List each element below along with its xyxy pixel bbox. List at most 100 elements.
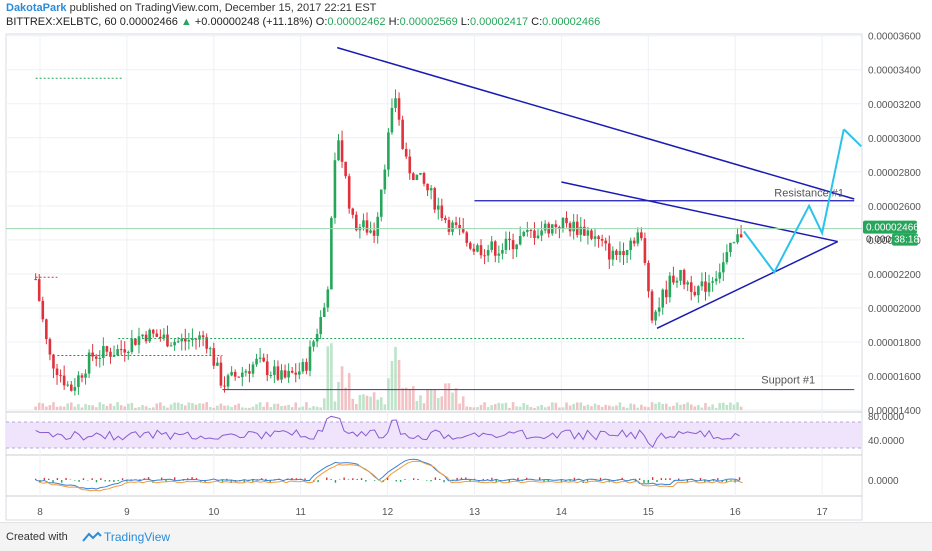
open-value: 0.00002462 bbox=[327, 16, 386, 28]
candle-body bbox=[105, 346, 109, 352]
candle-body bbox=[408, 156, 412, 174]
candle-body bbox=[251, 364, 255, 374]
volume-bar bbox=[622, 406, 625, 410]
volume-bar bbox=[387, 378, 390, 410]
candle-body bbox=[476, 245, 479, 252]
volume-bar bbox=[458, 403, 461, 410]
y-tick-label: 0.00002200 bbox=[868, 270, 921, 281]
volume-bar bbox=[397, 359, 401, 410]
candle-body bbox=[134, 338, 137, 345]
candle-body bbox=[194, 338, 198, 340]
candle-body bbox=[48, 339, 52, 355]
candle-body bbox=[173, 341, 176, 346]
candle-body bbox=[490, 241, 494, 251]
volume-bar bbox=[62, 406, 66, 410]
volume-bar bbox=[476, 407, 479, 410]
candle-body bbox=[55, 368, 59, 376]
volume-bar bbox=[34, 406, 37, 410]
candle-body bbox=[351, 208, 355, 215]
symbol-label: BITTREX:XELBTC, 60 bbox=[6, 16, 117, 28]
tradingview-brand-link[interactable]: TradingView bbox=[104, 530, 171, 544]
volume-bar bbox=[48, 405, 52, 410]
candle-body bbox=[501, 249, 504, 254]
candle-body bbox=[319, 316, 322, 335]
author-link[interactable]: DakotaPark bbox=[6, 2, 67, 14]
volume-bar bbox=[269, 407, 273, 410]
candle-body bbox=[593, 236, 597, 239]
volume-bar bbox=[148, 407, 151, 410]
volume-bar bbox=[600, 406, 604, 410]
candle-body bbox=[216, 362, 219, 366]
candle-body bbox=[322, 307, 326, 317]
volume-bar bbox=[37, 402, 41, 410]
volume-bar bbox=[251, 406, 255, 410]
volume-bar bbox=[80, 407, 84, 410]
volume-bar bbox=[226, 405, 230, 410]
candle-body bbox=[84, 373, 87, 378]
y-tick-label: 0.00003200 bbox=[868, 100, 921, 111]
candle-body bbox=[283, 370, 287, 378]
candle-body bbox=[672, 275, 675, 283]
candle-body bbox=[543, 223, 547, 231]
volume-bar bbox=[490, 405, 494, 410]
candle-body bbox=[522, 231, 526, 236]
candle-body bbox=[597, 236, 600, 239]
volume-bar bbox=[130, 403, 134, 410]
candle-body bbox=[729, 242, 732, 253]
candle-body bbox=[497, 253, 501, 256]
volume-bar bbox=[536, 406, 540, 410]
candle-body bbox=[148, 329, 151, 342]
candle-body bbox=[166, 334, 169, 347]
volume-bar bbox=[714, 407, 718, 410]
candle-body bbox=[654, 311, 657, 321]
time-axis[interactable]: 8 9 10 11 12 13 14 15 16 17 bbox=[37, 507, 828, 518]
volume-bar bbox=[137, 407, 141, 410]
volume-bar bbox=[515, 406, 518, 410]
candle-body bbox=[465, 232, 469, 243]
volume-bar bbox=[344, 387, 347, 410]
high-label: H: bbox=[388, 16, 400, 28]
candle-body bbox=[394, 98, 397, 108]
volume-bar bbox=[276, 403, 280, 410]
candle-body bbox=[198, 335, 201, 340]
candle-body bbox=[265, 361, 269, 376]
candle-body bbox=[66, 384, 70, 386]
volume-bar bbox=[84, 404, 87, 410]
candle-body bbox=[390, 107, 394, 133]
volume-bar bbox=[233, 404, 237, 410]
candle-body bbox=[137, 336, 141, 345]
volume-bar bbox=[661, 403, 665, 410]
candle-body bbox=[262, 357, 265, 362]
candle-body bbox=[451, 222, 454, 232]
candle-body bbox=[682, 269, 686, 285]
published-text: published on TradingView.com, December 1… bbox=[69, 2, 377, 14]
candle-body bbox=[607, 243, 611, 260]
candle-body bbox=[419, 172, 422, 175]
candle-body bbox=[515, 244, 518, 250]
candle-body bbox=[362, 220, 365, 228]
volume-bar bbox=[333, 401, 337, 410]
volume-bar bbox=[725, 404, 729, 410]
volume-bar bbox=[486, 407, 490, 410]
volume-bar bbox=[558, 407, 561, 410]
candle-body bbox=[736, 234, 739, 243]
candle-body bbox=[102, 346, 105, 358]
volume-bar bbox=[340, 366, 344, 410]
volume-bar bbox=[169, 404, 173, 410]
candle-body bbox=[37, 279, 41, 301]
candle-body bbox=[568, 223, 572, 232]
candle-body bbox=[191, 338, 194, 341]
volume-bar bbox=[593, 403, 597, 410]
candle-body bbox=[333, 160, 337, 218]
candle-body bbox=[372, 230, 376, 236]
last-price: 0.00002466 bbox=[119, 16, 178, 28]
volume-bar bbox=[504, 402, 508, 410]
candle-body bbox=[664, 289, 668, 298]
volume-bar bbox=[618, 402, 622, 410]
volume-bar bbox=[198, 403, 201, 410]
candle-body bbox=[647, 262, 650, 292]
volume-bar bbox=[69, 402, 73, 410]
price-axis[interactable]: 0.00003600 0.00003400 0.00003200 0.00003000… bbox=[863, 32, 921, 417]
candle-body bbox=[276, 366, 280, 380]
